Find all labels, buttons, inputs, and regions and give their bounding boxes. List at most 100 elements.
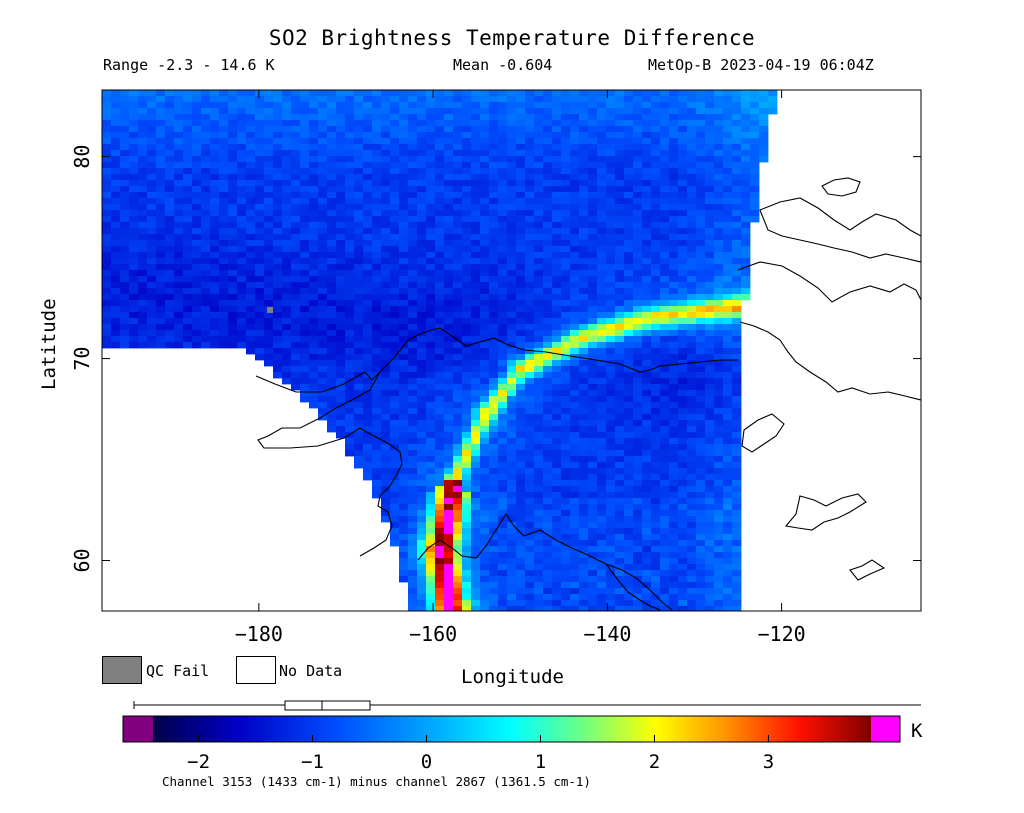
heatmap-cell bbox=[507, 486, 517, 493]
heatmap-cell bbox=[399, 558, 409, 565]
heatmap-cell bbox=[318, 348, 328, 355]
heatmap-cell bbox=[588, 126, 598, 133]
heatmap-cell bbox=[489, 600, 499, 607]
chart-title: SO2 Brightness Temperature Difference bbox=[268, 26, 756, 50]
heatmap-cell bbox=[435, 318, 445, 325]
heatmap-cell bbox=[471, 198, 481, 205]
heatmap-cell bbox=[408, 276, 418, 283]
heatmap-cell bbox=[453, 234, 463, 241]
heatmap-cell bbox=[426, 438, 436, 445]
heatmap-cell bbox=[660, 534, 670, 541]
heatmap-cell bbox=[570, 216, 580, 223]
heatmap-cell bbox=[642, 114, 652, 121]
heatmap-cell bbox=[426, 162, 436, 169]
heatmap-cell bbox=[525, 432, 535, 439]
heatmap-cell bbox=[723, 600, 733, 607]
heatmap-cell bbox=[714, 576, 724, 583]
heatmap-cell bbox=[498, 264, 508, 271]
heatmap-cell bbox=[642, 234, 652, 241]
heatmap-cell bbox=[408, 576, 418, 583]
heatmap-cell bbox=[669, 546, 679, 553]
heatmap-cell bbox=[444, 264, 454, 271]
heatmap-cell bbox=[696, 558, 706, 565]
heatmap-cell bbox=[408, 348, 418, 355]
heatmap-cell bbox=[696, 330, 706, 337]
heatmap-cell bbox=[471, 138, 481, 145]
heatmap-cell bbox=[588, 342, 598, 349]
heatmap-cell bbox=[273, 216, 283, 223]
heatmap-cell bbox=[336, 246, 346, 253]
heatmap-cell bbox=[552, 462, 562, 469]
heatmap-cell bbox=[678, 294, 688, 301]
heatmap-cell bbox=[111, 120, 121, 127]
heatmap-cell bbox=[363, 204, 373, 211]
heatmap-cell bbox=[264, 288, 274, 295]
heatmap-cell bbox=[588, 138, 598, 145]
heatmap-cell bbox=[462, 168, 472, 175]
heatmap-cell bbox=[345, 192, 355, 199]
heatmap-cell bbox=[318, 396, 328, 403]
heatmap-cell bbox=[732, 420, 742, 427]
heatmap-cell bbox=[435, 456, 445, 463]
heatmap-cell bbox=[606, 414, 616, 421]
heatmap-cell bbox=[498, 204, 508, 211]
heatmap-cell bbox=[309, 108, 319, 115]
heatmap-cell bbox=[147, 306, 157, 313]
heatmap-cell bbox=[579, 474, 589, 481]
heatmap-cell bbox=[624, 342, 634, 349]
heatmap-cell bbox=[516, 390, 526, 397]
heatmap-cell bbox=[732, 336, 742, 343]
heatmap-cell bbox=[435, 234, 445, 241]
heatmap-cell bbox=[354, 132, 364, 139]
heatmap-cell bbox=[516, 582, 526, 589]
heatmap-cell bbox=[354, 204, 364, 211]
heatmap-cell bbox=[642, 210, 652, 217]
heatmap-cell bbox=[588, 546, 598, 553]
heatmap-cell bbox=[282, 342, 292, 349]
heatmap-cell bbox=[399, 456, 409, 463]
heatmap-cell bbox=[642, 318, 652, 325]
heatmap-cell bbox=[183, 96, 193, 103]
heatmap-cell bbox=[615, 468, 625, 475]
heatmap-cell bbox=[426, 582, 436, 589]
heatmap-cell bbox=[633, 258, 643, 265]
heatmap-cell bbox=[516, 510, 526, 517]
heatmap-cell bbox=[444, 108, 454, 115]
heatmap-cell bbox=[543, 438, 553, 445]
heatmap-cell bbox=[336, 384, 346, 391]
heatmap-cell bbox=[318, 132, 328, 139]
heatmap-cell bbox=[444, 120, 454, 127]
heatmap-cell bbox=[273, 312, 283, 319]
heatmap-cell bbox=[237, 252, 247, 259]
heatmap-cell bbox=[588, 390, 598, 397]
heatmap-cell bbox=[381, 162, 391, 169]
heatmap-cell bbox=[345, 306, 355, 313]
heatmap-cell bbox=[471, 126, 481, 133]
heatmap-cell bbox=[606, 576, 616, 583]
heatmap-cell bbox=[138, 240, 148, 247]
heatmap-cell bbox=[345, 450, 355, 457]
heatmap-cell bbox=[192, 102, 202, 109]
heatmap-cell bbox=[435, 138, 445, 145]
heatmap-cell bbox=[282, 258, 292, 265]
heatmap-cell bbox=[498, 462, 508, 469]
heatmap-cell bbox=[327, 324, 337, 331]
heatmap-cell bbox=[471, 324, 481, 331]
heatmap-cell bbox=[147, 318, 157, 325]
heatmap-cell bbox=[714, 348, 724, 355]
heatmap-cell bbox=[309, 114, 319, 121]
heatmap-cell bbox=[714, 126, 724, 133]
heatmap-cell bbox=[633, 294, 643, 301]
heatmap-cell bbox=[372, 258, 382, 265]
heatmap-cell bbox=[273, 342, 283, 349]
heatmap-cell bbox=[498, 498, 508, 505]
heatmap-cell bbox=[327, 414, 337, 421]
heatmap-cell bbox=[480, 108, 490, 115]
heatmap-cell bbox=[444, 318, 454, 325]
heatmap-cell bbox=[678, 390, 688, 397]
heatmap-cell bbox=[390, 264, 400, 271]
heatmap-cell bbox=[129, 126, 139, 133]
heatmap-cell bbox=[219, 216, 229, 223]
heatmap-cell bbox=[300, 252, 310, 259]
heatmap-cell bbox=[624, 258, 634, 265]
